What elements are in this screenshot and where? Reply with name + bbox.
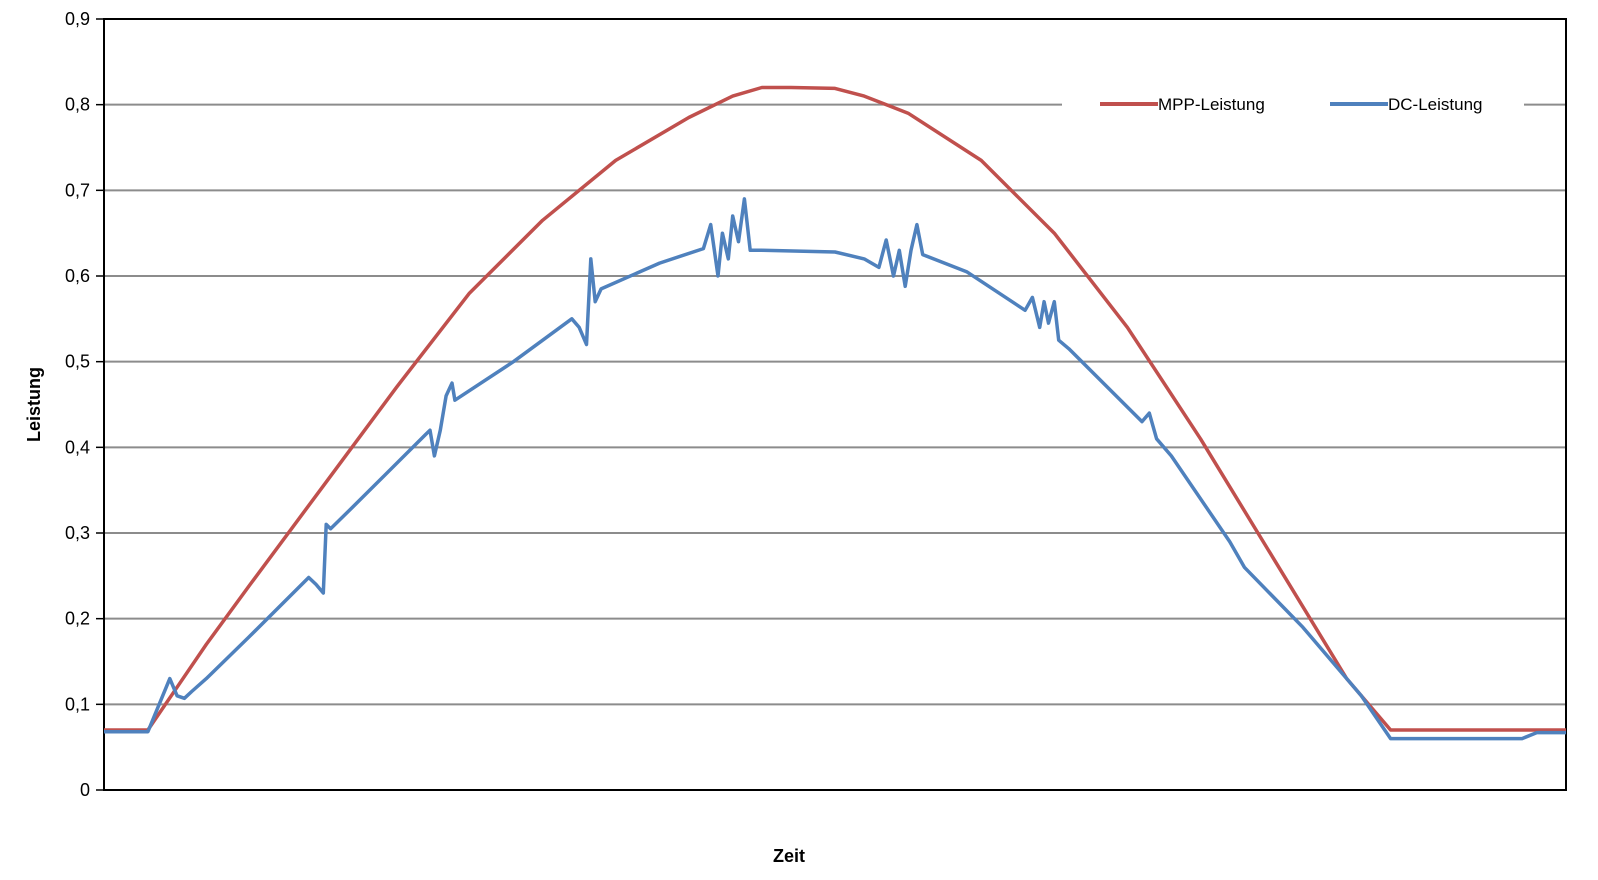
y-axis-title: Leistung [24, 367, 44, 442]
legend: MPP-Leistung DC-Leistung [1062, 90, 1524, 118]
y-axis-ticks: 0 0,1 0,2 0,3 0,4 0,5 0,6 0,7 0,8 0,9 [65, 9, 104, 800]
y-tick-label: 0,9 [65, 9, 90, 29]
y-tick-label: 0,7 [65, 180, 90, 200]
y-tick-label: 0,2 [65, 609, 90, 629]
x-axis-title: Zeit [773, 846, 805, 866]
plot-area-frame [103, 18, 1567, 791]
legend-label-dc-leistung: DC-Leistung [1388, 95, 1483, 114]
y-tick-label: 0,5 [65, 352, 90, 372]
y-tick-label: 0 [80, 780, 90, 800]
y-tick-label: 0,1 [65, 694, 90, 714]
grid-lines [104, 103, 1566, 706]
y-tick-label: 0,8 [65, 95, 90, 115]
legend-label-mpp-leistung: MPP-Leistung [1158, 95, 1265, 114]
y-tick-label: 0,4 [65, 437, 90, 457]
y-tick-label: 0,3 [65, 523, 90, 543]
y-tick-label: 0,6 [65, 266, 90, 286]
series-lines [104, 85, 1566, 741]
series-line-mpp-leistung [104, 85, 1566, 732]
series-line-dc-leistung [104, 197, 1566, 741]
